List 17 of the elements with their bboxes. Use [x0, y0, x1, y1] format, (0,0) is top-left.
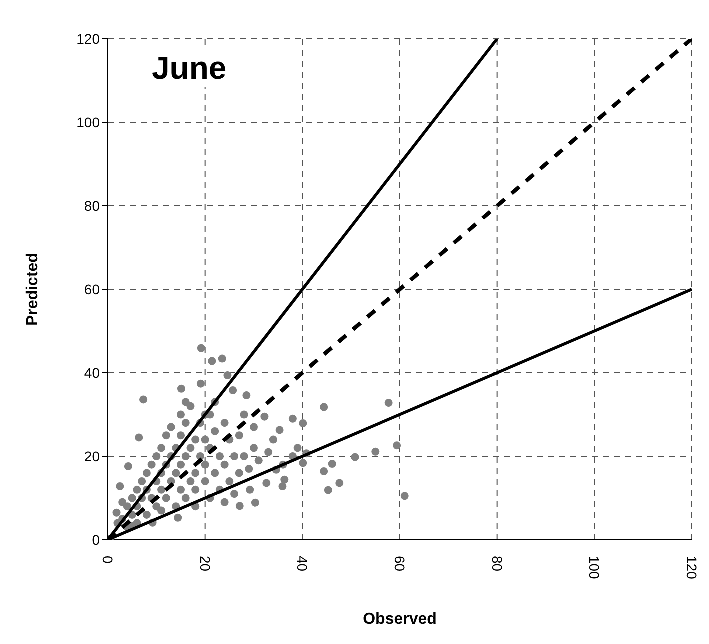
x-tick-label: 40 [294, 556, 311, 572]
y-tick-label: 80 [84, 198, 100, 214]
y-tick-label: 100 [76, 114, 100, 130]
x-axis-title: Observed [363, 611, 437, 628]
y-tick-label: 20 [84, 448, 100, 464]
x-tick-label: 20 [197, 556, 214, 572]
x-tick-label: 60 [392, 556, 408, 572]
y-tick-label: 40 [84, 364, 100, 381]
x-tick-label: 100 [586, 556, 603, 580]
x-tick-label: 0 [100, 556, 116, 564]
y-axis-title: Predicted [24, 253, 42, 326]
x-tick-label: 120 [684, 556, 700, 580]
y-tick-label: 60 [84, 281, 100, 298]
y-tick-label: 120 [76, 30, 100, 47]
y-tick-label: 0 [92, 532, 100, 548]
x-tick-label: 80 [489, 556, 506, 572]
chart-title: June [148, 50, 231, 87]
